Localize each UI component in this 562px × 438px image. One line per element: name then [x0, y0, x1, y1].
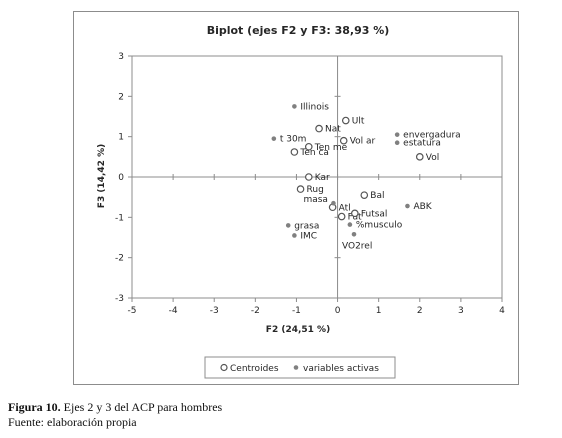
centroid-marker — [360, 191, 369, 199]
legend-centroid-marker — [220, 363, 228, 372]
y-axis-label: F3 (14,42 %) — [97, 144, 107, 208]
variable-label: IMC — [300, 231, 317, 241]
variable-label: masa — [303, 195, 328, 205]
variable-marker — [347, 222, 353, 227]
caption-figure-text: Ejes 2 y 3 del ACP para hombres — [60, 400, 223, 414]
centroid-marker — [304, 173, 313, 181]
x-axis-label: F2 (24,51 %) — [266, 325, 330, 335]
variable-marker — [394, 140, 400, 146]
centroid-label: Bal — [370, 191, 384, 201]
variable-label: estatura — [403, 139, 441, 149]
x-tick-label: -3 — [210, 306, 219, 316]
centroid-label: Nat — [325, 125, 341, 135]
variable-marker — [271, 136, 277, 141]
variable-marker — [331, 200, 336, 206]
centroid-label: Fut — [348, 213, 362, 223]
y-tick-label: 2 — [118, 92, 124, 102]
centroid-label: Vol ar — [350, 137, 376, 147]
caption-source: Fuente: elaboración propia — [8, 415, 137, 429]
caption-figure-label: Figura 10. — [8, 400, 61, 414]
centroid-marker — [351, 209, 359, 218]
legend-label-variables: variables activas — [303, 364, 379, 374]
x-tick-label: 2 — [417, 306, 423, 316]
y-tick-label: -3 — [115, 294, 124, 304]
x-tick-label: -4 — [169, 306, 178, 316]
centroid-label: Ult — [352, 117, 365, 127]
centroid-label: Atl — [339, 203, 351, 213]
centroid-marker — [341, 116, 350, 125]
variable-marker — [292, 104, 297, 109]
centroid-marker — [415, 153, 424, 161]
variable-label: %musculo — [356, 221, 403, 231]
chart-frame — [73, 11, 519, 385]
variable-label: ABK — [413, 202, 432, 212]
y-tick-label: -2 — [115, 254, 124, 264]
legend-box — [204, 356, 396, 379]
x-tick-label: -1 — [292, 306, 301, 316]
centroid-label: Kar — [315, 173, 330, 183]
centroid-label: Vol — [426, 153, 439, 163]
y-tick-label: 1 — [118, 133, 124, 143]
variable-marker — [405, 203, 410, 209]
centroid-marker — [315, 124, 323, 133]
x-tick-label: 0 — [335, 306, 341, 316]
centroid-label: Ten me — [314, 143, 348, 153]
centroid-label: Rug — [307, 185, 324, 195]
x-tick-label: 4 — [499, 306, 505, 316]
figure-caption: Figura 10. Ejes 2 y 3 del ACP para hombr… — [8, 400, 548, 430]
variable-label: grasa — [294, 221, 319, 231]
centroid-marker — [290, 148, 299, 156]
variable-marker — [351, 231, 357, 237]
biplot-chart: Biplot (ejes F2 y F3: 38,93 %) F2 (24,51… — [97, 24, 505, 379]
variable-marker — [394, 132, 400, 137]
x-tick-label: -5 — [128, 306, 137, 316]
centroid-label: Ten ca — [299, 148, 329, 158]
variable-label: VO2rel — [342, 241, 372, 251]
variable-label: t 30m — [280, 135, 307, 145]
chart-title: Biplot (ejes F2 y F3: 38,93 %) — [207, 24, 390, 37]
centroid-marker — [296, 185, 305, 193]
legend-variable-marker — [293, 365, 299, 370]
variable-marker — [292, 233, 297, 238]
legend: Centroides variables activas — [204, 356, 396, 379]
variable-marker — [285, 223, 291, 228]
x-tick-label: -2 — [251, 306, 260, 316]
variable-label: Illinois — [300, 102, 329, 112]
x-tick-label: 1 — [376, 306, 382, 316]
centroid-marker — [339, 136, 348, 145]
centroid-marker — [337, 212, 346, 221]
y-tick-label: 0 — [118, 173, 124, 183]
caption-line: Figura 10. Ejes 2 y 3 del ACP para hombr… — [8, 400, 548, 415]
variable-label: envergadura — [403, 131, 461, 141]
legend-label-centroides: Centroides — [230, 364, 279, 374]
centroid-marker — [304, 142, 313, 151]
y-tick-label: 3 — [118, 52, 124, 62]
centroid-label: Futsal — [361, 209, 388, 219]
y-tick-label: -1 — [115, 213, 124, 223]
x-tick-label: 3 — [458, 306, 464, 316]
